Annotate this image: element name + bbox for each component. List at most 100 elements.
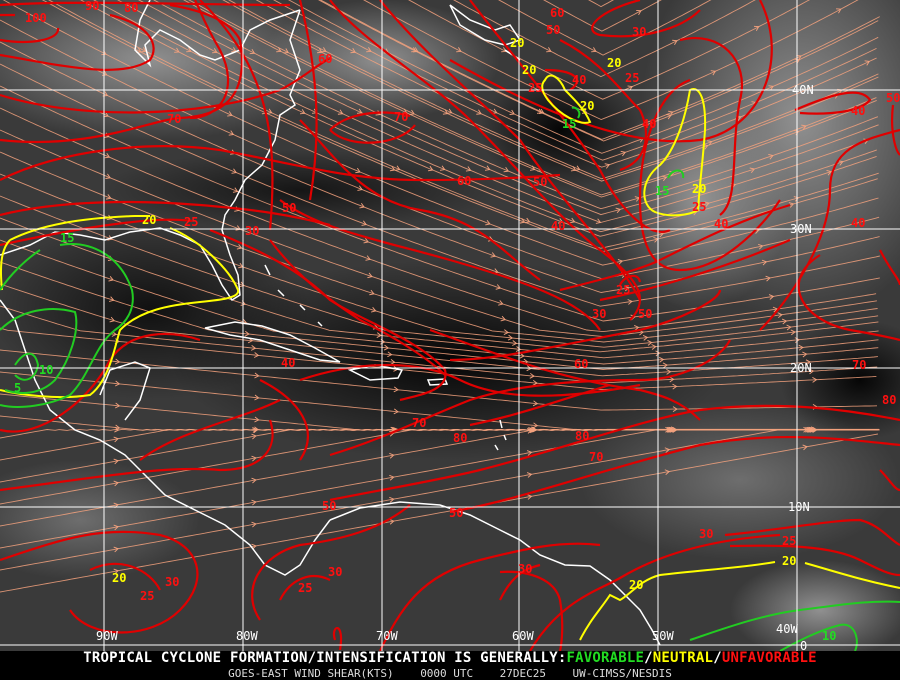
streamline-arrow-icon bbox=[266, 108, 273, 114]
streamline bbox=[0, 349, 878, 411]
streamline-arrow-icon bbox=[186, 47, 192, 53]
streamline-arrow-icon bbox=[253, 352, 260, 358]
contour-label: 50 bbox=[886, 91, 900, 105]
map-canvas: 90W 80W 70W 60W 50W 40W 40N 30N 20N 10N … bbox=[0, 0, 900, 651]
streamline-arrow-icon bbox=[393, 386, 399, 393]
streamline-arrow-icon bbox=[803, 426, 809, 433]
streamline-arrow-icon bbox=[812, 377, 818, 383]
streamline-arrow-icon bbox=[254, 416, 260, 423]
streamlines bbox=[0, 0, 880, 593]
streamline bbox=[453, 0, 756, 78]
latitude-labels: 40N 30N 20N 10N 0 bbox=[788, 83, 814, 651]
streamline-arrow-icon bbox=[710, 70, 717, 76]
legend-footer: TROPICAL CYCLONE FORMATION/INTENSIFICATI… bbox=[0, 651, 900, 680]
streamline-arrow-icon bbox=[114, 424, 121, 431]
streamline-arrow-icon bbox=[647, 340, 653, 346]
streamline-arrow-icon bbox=[228, 130, 235, 136]
streamline-arrow-icon bbox=[664, 469, 671, 476]
streamline bbox=[0, 433, 878, 593]
streamline-arrow-icon bbox=[254, 394, 260, 401]
streamline-arrow-icon bbox=[389, 474, 395, 481]
streamline-arrow-icon bbox=[387, 351, 393, 358]
contour-label: 20 bbox=[522, 63, 536, 77]
streamline-arrow-icon bbox=[446, 108, 453, 114]
streamline bbox=[255, 0, 877, 168]
contour-label: 20 bbox=[782, 554, 796, 568]
streamline-arrow-icon bbox=[666, 114, 672, 120]
contour-label: 30 bbox=[328, 565, 342, 579]
contour-label: 10 bbox=[822, 629, 836, 643]
lon-label: 50W bbox=[652, 629, 674, 643]
coastline-puerto-rico bbox=[426, 378, 449, 386]
product-time: 0000 UTC bbox=[420, 667, 474, 680]
coastline-cuba bbox=[204, 321, 341, 363]
lon-label: 40W bbox=[776, 622, 798, 636]
streamline-arrow-icon bbox=[111, 331, 117, 337]
streamline-arrow-icon bbox=[485, 219, 491, 226]
streamline-arrow-icon bbox=[251, 433, 257, 440]
streamline-arrow-icon bbox=[802, 351, 808, 358]
streamline-arrow-icon bbox=[227, 111, 233, 117]
headline: TROPICAL CYCLONE FORMATION/INTENSIFICATI… bbox=[0, 651, 900, 666]
streamline-arrow-icon bbox=[114, 426, 120, 433]
streamline-arrow-icon bbox=[706, 140, 713, 146]
streamline-arrow-icon bbox=[503, 166, 510, 173]
streamline-arrow-icon bbox=[666, 369, 672, 375]
streamline-arrow-icon bbox=[627, 299, 633, 305]
streamline-arrow-icon bbox=[651, 344, 657, 350]
streamline-arrow-icon bbox=[495, 284, 502, 290]
streamline-arrow-icon bbox=[114, 358, 121, 365]
product-source: UW-CIMSS/NESDIS bbox=[572, 667, 672, 680]
streamline-arrow-icon bbox=[615, 207, 622, 214]
contour-label: 20 bbox=[112, 571, 126, 585]
coastline-north-america bbox=[0, 0, 301, 302]
contour-label: 70 bbox=[589, 450, 603, 464]
streamline-arrow-icon bbox=[772, 306, 779, 313]
streamline-arrow-icon bbox=[665, 426, 671, 433]
streamline-arrow-icon bbox=[359, 203, 365, 209]
contour-label: 70 bbox=[394, 110, 408, 124]
streamline-arrow-icon bbox=[781, 318, 788, 325]
streamline bbox=[0, 129, 877, 338]
streamline-arrow-icon bbox=[394, 165, 401, 171]
streamline-arrow-icon bbox=[757, 243, 764, 250]
streamline-arrow-icon bbox=[507, 334, 514, 341]
contour-label: 25 bbox=[298, 581, 312, 595]
streamline bbox=[0, 41, 880, 293]
separator: / bbox=[713, 650, 722, 666]
lon-label: 60W bbox=[512, 629, 534, 643]
coastline-yucatan bbox=[99, 361, 151, 421]
lon-label: 80W bbox=[236, 629, 258, 643]
coastline-bahamas bbox=[264, 264, 323, 327]
contour-label: 60 bbox=[574, 357, 588, 371]
streamline-arrow-icon bbox=[409, 109, 415, 115]
longitude-labels: 90W 80W 70W 60W 50W 40W bbox=[96, 622, 798, 643]
contour-label: 50 bbox=[546, 23, 560, 37]
streamline bbox=[363, 0, 859, 120]
streamline-arrow-icon bbox=[620, 150, 627, 157]
contour-labels-favorable: 15 10 5 15 15 10 bbox=[14, 117, 836, 643]
separator: / bbox=[644, 650, 653, 666]
streamline-arrow-icon bbox=[826, 169, 832, 176]
streamline-arrow-icon bbox=[317, 48, 323, 54]
streamline-arrow-icon bbox=[113, 524, 119, 531]
streamline bbox=[2, 0, 879, 266]
streamline-arrow-icon bbox=[546, 47, 552, 53]
streamline-arrow-icon bbox=[659, 356, 665, 363]
streamline-arrow-icon bbox=[389, 452, 395, 459]
streamline-arrow-icon bbox=[569, 217, 576, 224]
streamline bbox=[80, 0, 877, 237]
streamline-arrow-icon bbox=[532, 422, 539, 429]
streamline-arrow-icon bbox=[669, 376, 675, 383]
streamline-arrow-icon bbox=[456, 47, 462, 53]
streamline bbox=[498, 0, 712, 56]
streamline-arrow-icon bbox=[107, 235, 113, 241]
streamline-arrow-icon bbox=[232, 187, 239, 193]
streamline-arrow-icon bbox=[636, 10, 642, 16]
contour-label: 20 bbox=[692, 182, 706, 196]
contour-label: 40 bbox=[851, 216, 865, 230]
contour-label: 70 bbox=[412, 416, 426, 430]
streamline-arrow-icon bbox=[490, 252, 497, 258]
streamline-arrow-icon bbox=[591, 47, 597, 53]
streamline-arrow-icon bbox=[484, 165, 491, 171]
